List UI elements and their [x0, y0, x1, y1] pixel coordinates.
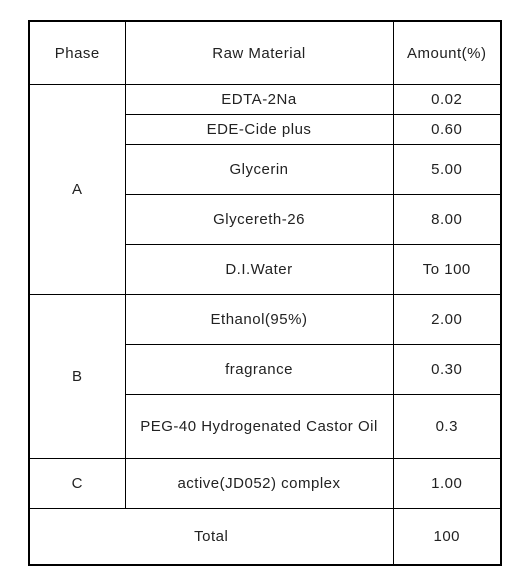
- phase-cell: B: [29, 295, 125, 459]
- phase-cell: C: [29, 459, 125, 509]
- table-row: A EDTA-2Na 0.02: [29, 85, 501, 115]
- total-label-cell: Total: [29, 509, 393, 565]
- material-cell: EDTA-2Na: [125, 85, 393, 115]
- amount-cell: 1.00: [393, 459, 501, 509]
- material-cell: fragrance: [125, 345, 393, 395]
- table-container: Phase Raw Material Amount(%) A EDTA-2Na …: [0, 0, 530, 510]
- material-cell: D.I.Water: [125, 245, 393, 295]
- formulation-table: Phase Raw Material Amount(%) A EDTA-2Na …: [28, 20, 502, 566]
- material-cell: Glycerin: [125, 145, 393, 195]
- amount-cell: 0.3: [393, 395, 501, 459]
- col-header-material: Raw Material: [125, 21, 393, 85]
- table-row: B Ethanol(95%) 2.00: [29, 295, 501, 345]
- table-header-row: Phase Raw Material Amount(%): [29, 21, 501, 85]
- table-row: C active(JD052) complex 1.00: [29, 459, 501, 509]
- amount-cell: To 100: [393, 245, 501, 295]
- amount-cell: 0.02: [393, 85, 501, 115]
- col-header-phase: Phase: [29, 21, 125, 85]
- amount-cell: 2.00: [393, 295, 501, 345]
- total-amount-cell: 100: [393, 509, 501, 565]
- amount-cell: 5.00: [393, 145, 501, 195]
- material-cell: Glycereth-26: [125, 195, 393, 245]
- phase-cell: A: [29, 85, 125, 295]
- material-cell: PEG-40 Hydrogenated Castor Oil: [125, 395, 393, 459]
- amount-cell: 0.30: [393, 345, 501, 395]
- col-header-amount: Amount(%): [393, 21, 501, 85]
- total-row: Total 100: [29, 509, 501, 565]
- material-cell: Ethanol(95%): [125, 295, 393, 345]
- amount-cell: 0.60: [393, 115, 501, 145]
- material-cell: EDE-Cide plus: [125, 115, 393, 145]
- material-cell: active(JD052) complex: [125, 459, 393, 509]
- amount-cell: 8.00: [393, 195, 501, 245]
